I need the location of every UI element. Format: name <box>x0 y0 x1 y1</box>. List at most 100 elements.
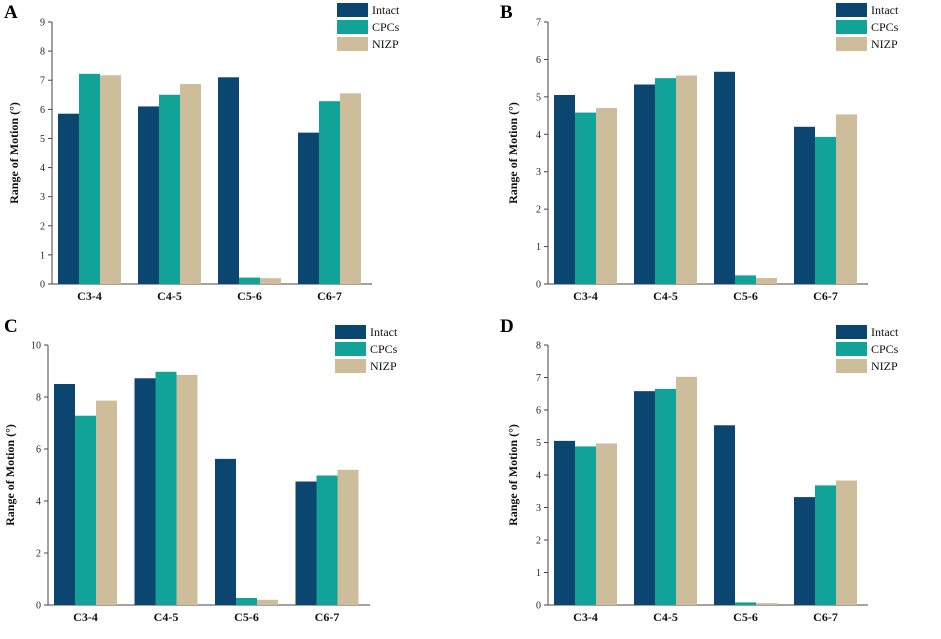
bar-cpcs-c4-5 <box>159 94 180 285</box>
legend-label-intact: Intact <box>871 3 899 17</box>
legend-label-nizp: NIZP <box>871 37 898 51</box>
y-tick-label: 5 <box>536 92 541 103</box>
bar-cpcs-c6-7 <box>319 101 340 284</box>
legend-label-nizp: NIZP <box>871 359 898 373</box>
bar-nizp-c4-5 <box>676 376 697 605</box>
legend-swatch-nizp <box>335 359 366 373</box>
bar-nizp-c3-4 <box>596 443 617 605</box>
y-tick-label: 5 <box>40 134 45 145</box>
bar-cpcs-c5-6 <box>236 597 257 605</box>
y-axis-label: Range of Motion (°) <box>7 102 21 204</box>
y-axis-label: Range of Motion (°) <box>506 424 520 526</box>
y-tick-label: 1 <box>40 250 45 261</box>
legend-label-cpcs: CPCs <box>871 342 899 356</box>
legend-label-intact: Intact <box>370 325 398 339</box>
bar-cpcs-c3-4 <box>575 446 596 605</box>
bar-intact-c5-6 <box>215 458 236 605</box>
bar-nizp-c6-7 <box>836 480 857 605</box>
x-category-label: C4-5 <box>157 289 182 303</box>
y-tick-label: 6 <box>40 105 45 116</box>
bar-intact-c3-4 <box>554 440 575 605</box>
y-tick-label: 4 <box>536 471 541 482</box>
x-category-label: C3-4 <box>77 289 102 303</box>
y-tick-label: 8 <box>36 393 41 404</box>
y-tick-label: 4 <box>40 163 45 174</box>
bar-intact-c5-6 <box>714 425 735 605</box>
y-tick-label: 7 <box>40 76 45 87</box>
x-category-label: C6-7 <box>813 289 838 303</box>
bar-intact-c5-6 <box>218 77 239 284</box>
x-category-label: C6-7 <box>315 610 340 624</box>
bar-nizp-c4-5 <box>676 75 697 284</box>
bar-cpcs-c5-6 <box>735 275 756 284</box>
bar-nizp-c5-6 <box>756 603 777 605</box>
legend-swatch-intact <box>337 3 368 17</box>
bar-intact-c6-7 <box>794 497 815 605</box>
legend-label-cpcs: CPCs <box>372 20 400 34</box>
legend-swatch-cpcs <box>337 20 368 34</box>
legend-swatch-cpcs <box>335 342 366 356</box>
bar-intact-c6-7 <box>298 132 319 284</box>
y-tick-label: 7 <box>536 18 541 29</box>
bar-nizp-c5-6 <box>257 599 278 605</box>
legend-label-intact: Intact <box>871 325 899 339</box>
x-category-label: C4-5 <box>154 610 179 624</box>
y-tick-label: 0 <box>40 280 45 291</box>
bar-intact-c4-5 <box>134 378 156 605</box>
chart-panel-b: B 0 1 2 3 4 5 6 7 Range of Motion (°) C3-4 C4-5 C5-6… <box>500 2 899 303</box>
legend-label-nizp: NIZP <box>372 37 399 51</box>
y-tick-label: 6 <box>536 406 541 417</box>
panel-letter: C <box>4 316 18 337</box>
legend-label-nizp: NIZP <box>370 359 397 373</box>
x-category-label: C5-6 <box>237 289 262 303</box>
bar-cpcs-c3-4 <box>75 415 96 605</box>
y-tick-label: 9 <box>40 18 45 29</box>
y-tick-label: 3 <box>536 503 541 514</box>
legend-swatch-intact <box>836 325 867 339</box>
panel-letter: D <box>500 316 514 337</box>
bar-cpcs-c4-5 <box>155 371 177 605</box>
bar-intact-c4-5 <box>634 391 655 605</box>
legend-swatch-intact <box>335 325 366 339</box>
bar-cpcs-c3-4 <box>575 112 596 284</box>
y-tick-label: 0 <box>536 280 541 291</box>
legend-label-cpcs: CPCs <box>871 20 899 34</box>
x-category-label: C6-7 <box>317 289 342 303</box>
legend-swatch-cpcs <box>836 20 867 34</box>
y-tick-label: 7 <box>536 373 541 384</box>
y-tick-label: 2 <box>536 205 541 216</box>
x-category-label: C4-5 <box>653 289 678 303</box>
bar-cpcs-c5-6 <box>735 602 756 605</box>
y-tick-label: 10 <box>31 341 41 352</box>
y-tick-label: 8 <box>40 47 45 58</box>
y-tick-label: 6 <box>36 445 41 456</box>
bar-cpcs-c5-6 <box>239 277 260 284</box>
legend-swatch-nizp <box>836 37 867 51</box>
bar-intact-c4-5 <box>138 106 159 284</box>
bar-cpcs-c6-7 <box>815 136 836 284</box>
legend-swatch-cpcs <box>836 342 867 356</box>
chart-panel-a: A 0 1 2 3 4 5 6 7 8 9 Range of Motion (°) C3-4 C4-5 C5… <box>4 2 400 303</box>
y-tick-label: 2 <box>536 536 541 547</box>
bar-nizp-c6-7 <box>337 469 359 605</box>
legend-swatch-nizp <box>337 37 368 51</box>
bar-cpcs-c3-4 <box>79 73 100 284</box>
y-tick-label: 6 <box>536 55 541 66</box>
x-category-label: C3-4 <box>573 610 598 624</box>
bar-intact-c4-5 <box>634 84 655 285</box>
y-tick-label: 2 <box>36 549 41 560</box>
bar-intact-c6-7 <box>295 481 317 605</box>
bar-cpcs-c6-7 <box>815 485 836 605</box>
y-tick-label: 5 <box>536 438 541 449</box>
y-tick-label: 0 <box>36 601 41 612</box>
y-tick-label: 8 <box>536 341 541 352</box>
y-tick-label: 3 <box>536 167 541 178</box>
bar-nizp-c3-4 <box>96 400 117 605</box>
y-tick-label: 3 <box>40 192 45 203</box>
y-tick-label: 0 <box>536 601 541 612</box>
bar-nizp-c4-5 <box>180 84 201 284</box>
bar-nizp-c6-7 <box>836 114 857 284</box>
bar-intact-c6-7 <box>794 126 815 284</box>
y-tick-label: 2 <box>40 221 45 232</box>
panel-letter: B <box>500 2 513 23</box>
